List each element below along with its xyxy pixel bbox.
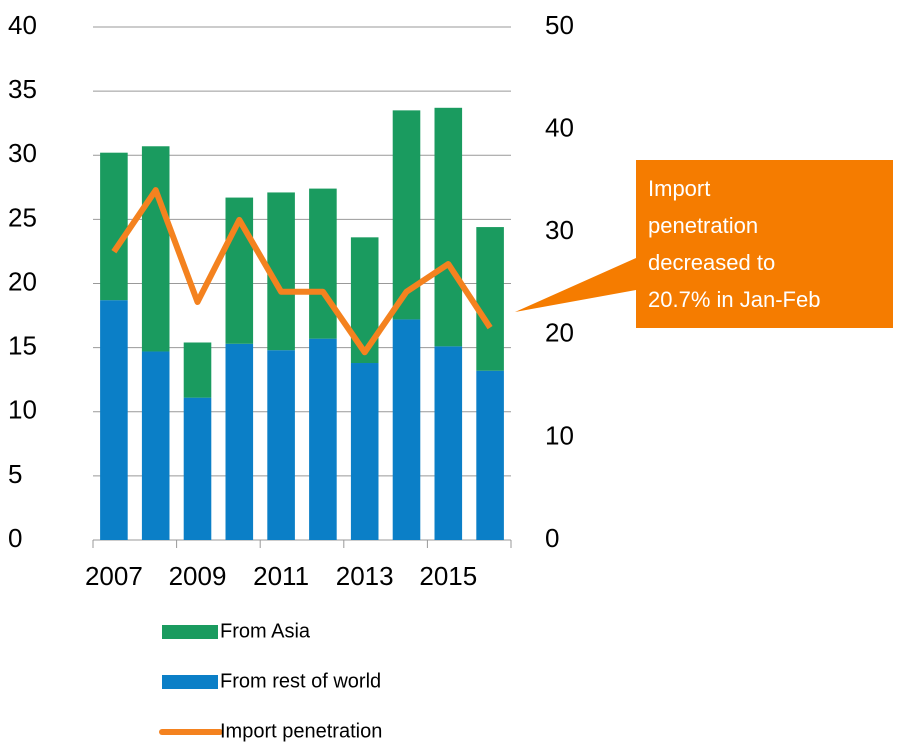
legend-label: From Asia	[220, 620, 311, 642]
y-tick-label: 40	[8, 10, 37, 40]
bar	[476, 370, 504, 540]
x-tick-label: 2009	[169, 561, 227, 591]
x-tick-label: 2007	[85, 561, 143, 591]
x-tick-label: 2013	[336, 561, 394, 591]
legend-swatch	[162, 675, 218, 689]
y-tick-label: 5	[8, 459, 22, 489]
legend-swatch	[162, 625, 218, 639]
annotation-box	[515, 160, 893, 328]
bar	[267, 350, 295, 540]
y2-tick-label: 30	[545, 215, 574, 245]
bar	[225, 343, 254, 540]
bar	[350, 363, 379, 540]
line	[111, 187, 493, 356]
legend-label: Import penetration	[220, 720, 382, 742]
bar	[476, 227, 504, 371]
bar	[183, 397, 212, 540]
bar	[392, 319, 421, 540]
y-tick-label: 25	[8, 202, 37, 232]
annotation-text: decreased to	[648, 250, 775, 275]
y2-tick-label: 50	[545, 10, 574, 40]
y2-tick-label: 40	[545, 112, 574, 142]
y-tick-label: 35	[8, 74, 37, 104]
annotation-text: 20.7% in Jan-Feb	[648, 287, 820, 312]
legend-label: From rest of world	[220, 670, 381, 692]
annotation-text: penetration	[648, 213, 758, 238]
bar	[100, 152, 128, 301]
bar	[141, 351, 170, 540]
y2-tick-label: 0	[545, 523, 559, 553]
bar	[100, 300, 128, 540]
y2-tick-label: 20	[545, 318, 574, 348]
y-tick-label: 30	[8, 138, 37, 168]
y-tick-label: 20	[8, 266, 37, 296]
annotation-text: Import	[648, 176, 710, 201]
y-tick-label: 0	[8, 523, 22, 553]
bar	[309, 338, 337, 540]
bar	[434, 346, 463, 540]
bar	[434, 107, 463, 347]
y-tick-label: 10	[8, 395, 37, 425]
bar	[141, 146, 170, 352]
bar	[309, 188, 337, 339]
y-tick-label: 15	[8, 331, 37, 361]
x-tick-label: 2011	[253, 561, 309, 591]
y2-tick-label: 10	[545, 420, 574, 450]
x-tick-label: 2015	[419, 561, 477, 591]
bar	[183, 342, 212, 398]
bar	[350, 237, 379, 364]
